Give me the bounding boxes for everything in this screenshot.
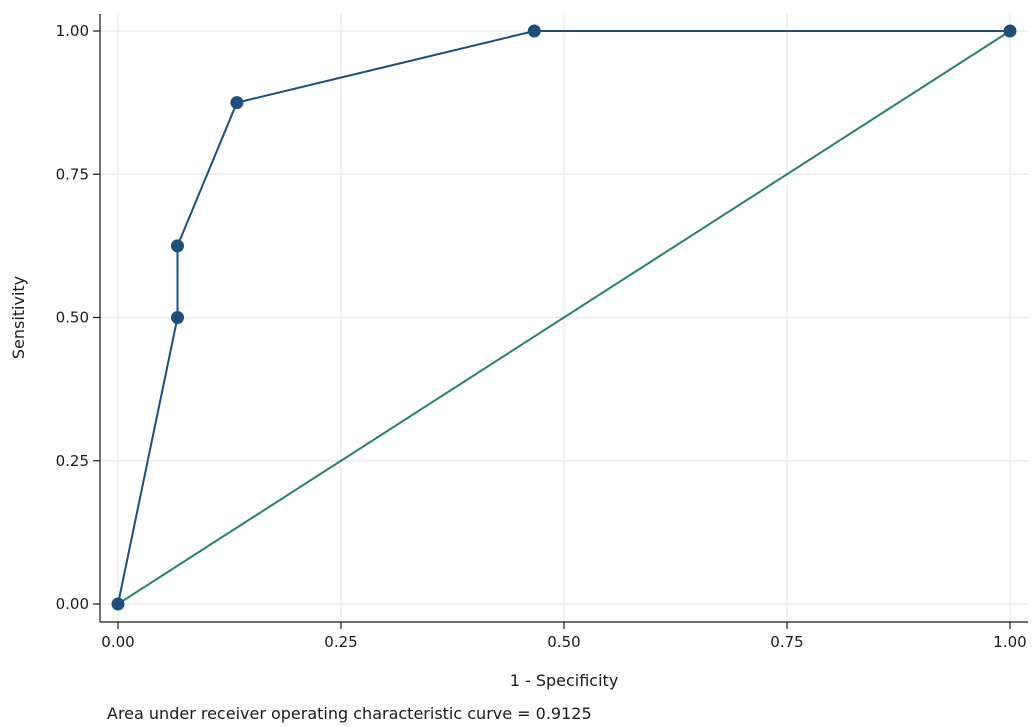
roc-point [230, 96, 244, 110]
y-axis-title: Sensitivity [9, 276, 28, 359]
y-axis-ticks: 0.00 0.25 0.50 0.75 1.00 [56, 22, 100, 613]
x-axis-title: 1 - Specificity [510, 671, 619, 690]
roc-curve-line [117, 30, 1010, 605]
roc-point [527, 24, 541, 38]
y-tick-label: 0.75 [56, 165, 89, 183]
roc-point [111, 597, 125, 611]
roc-point [170, 311, 184, 324]
x-tick-label: 0.25 [324, 633, 357, 651]
y-tick-label: 0.50 [56, 309, 89, 327]
x-tick-label: 1.00 [993, 633, 1026, 651]
x-tick-label: 0.75 [770, 633, 803, 651]
y-tick-label: 1.00 [56, 22, 89, 40]
roc-point [170, 239, 184, 253]
series-layer [111, 24, 1017, 611]
y-tick-label: 0.25 [56, 452, 89, 470]
y-tick-label: 0.00 [56, 595, 89, 613]
roc-point [1003, 24, 1017, 38]
x-tick-label: 0.50 [547, 633, 580, 651]
x-tick-label: 0.00 [101, 633, 134, 651]
reference-diagonal-line [117, 30, 1011, 605]
x-axis-ticks: 0.00 0.25 0.50 0.75 1.00 [101, 622, 1027, 651]
auc-note: Area under receiver operating characteri… [107, 704, 592, 723]
